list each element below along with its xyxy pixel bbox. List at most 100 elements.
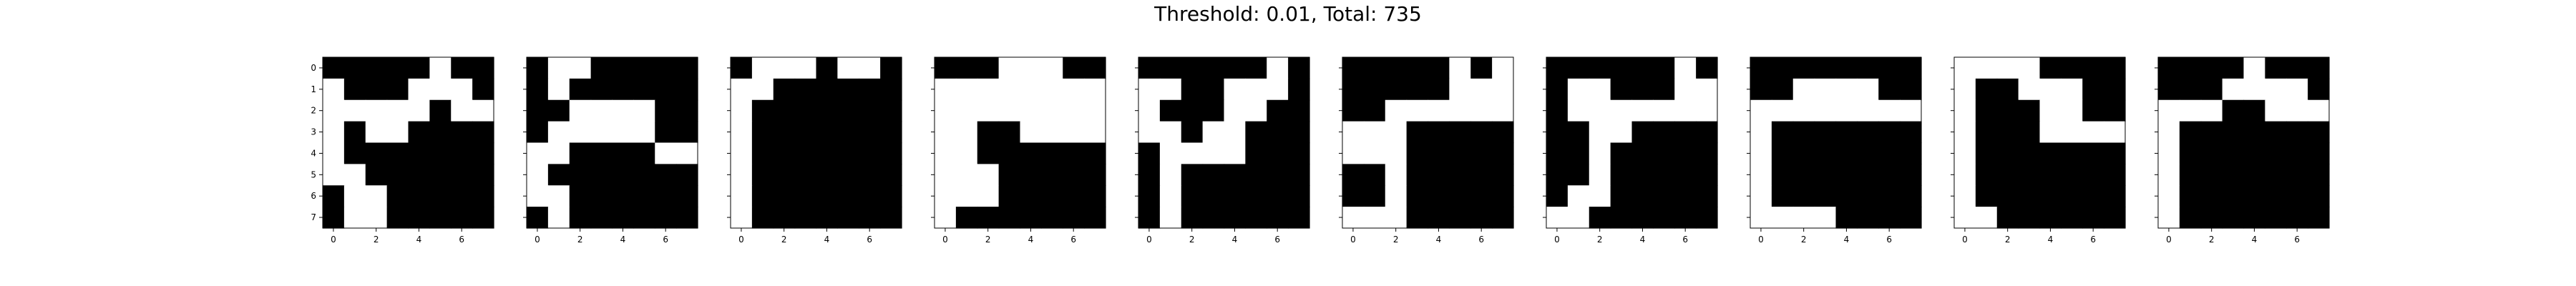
heatmap-cell (1674, 185, 1697, 207)
heatmap-cell (1449, 142, 1471, 164)
heatmap-cell (1814, 99, 1837, 122)
heatmap-cell (1835, 185, 1858, 207)
heatmap-cell (1084, 185, 1106, 207)
heatmap-cell (2179, 121, 2202, 144)
heatmap-cell (1363, 142, 1386, 164)
heatmap-cell (1996, 142, 2019, 164)
heatmap-cell (1814, 57, 1837, 79)
heatmap-cell (1041, 185, 1063, 207)
heatmap-cell (472, 164, 494, 186)
heatmap-cell (837, 142, 859, 164)
heatmap-cell (323, 99, 345, 122)
heatmap-cell (2222, 78, 2245, 101)
heatmap-cell (1696, 185, 1718, 207)
x-tick-label: 2 (374, 235, 379, 245)
heatmap-cell (1835, 207, 1858, 229)
heatmap-cell (2104, 57, 2126, 79)
heatmap-cell (1406, 78, 1429, 101)
heatmap-cell (2308, 121, 2330, 144)
heatmap-cell (859, 164, 881, 186)
heatmap-cell (955, 142, 978, 164)
heatmap-cell (977, 99, 1000, 122)
heatmap-cell (569, 142, 592, 164)
heatmap-cell (429, 207, 452, 229)
heatmap-cell (1792, 142, 1815, 164)
heatmap-cell (612, 57, 634, 79)
heatmap-cell (676, 164, 698, 186)
heatmap-cell (1653, 78, 1675, 101)
heatmap-cell (527, 164, 549, 186)
x-tick-label: 6 (2090, 235, 2096, 245)
heatmap-cell (1750, 78, 1772, 101)
heatmap-cell (880, 78, 902, 101)
heatmap-cell (1181, 185, 1204, 207)
heatmap-cell (731, 164, 753, 186)
heatmap-cell (1224, 164, 1246, 186)
heatmap-cell (1546, 57, 1568, 79)
heatmap-cell (1041, 207, 1063, 229)
heatmap-cell (935, 207, 957, 229)
heatmap-cell (977, 142, 1000, 164)
heatmap-cell (1224, 142, 1246, 164)
x-tick-label: 4 (1640, 235, 1646, 245)
heatmap-cell (1063, 185, 1085, 207)
heatmap-cell (2308, 142, 2330, 164)
heatmap-cell (1385, 164, 1407, 186)
heatmap-cell (365, 185, 388, 207)
heatmap-cell (1202, 57, 1225, 79)
heatmap-cell (1084, 164, 1106, 186)
heatmap-cell (1470, 99, 1493, 122)
x-tick-label: 6 (663, 235, 668, 245)
heatmap-cell (1610, 142, 1633, 164)
heatmap-cell (2018, 99, 2041, 122)
heatmap-cell (365, 164, 388, 186)
heatmap-cell (1224, 207, 1246, 229)
heatmap-cell (2308, 99, 2330, 122)
heatmap-cell (998, 207, 1021, 229)
heatmap-cell (1245, 185, 1267, 207)
heatmap-cell (1878, 121, 1901, 144)
heatmap-cell (731, 207, 753, 229)
heatmap-cell (323, 185, 345, 207)
heatmap-panel-5: 0 2 4 6 (1135, 56, 1310, 245)
heatmap-cell (935, 185, 957, 207)
panel-frame (1750, 56, 1922, 229)
heatmap-cell (612, 99, 634, 122)
heatmap-cell (1267, 121, 1289, 144)
heatmap-cell (1696, 142, 1718, 164)
heatmap-cell (1385, 121, 1407, 144)
heatmap-cell (2039, 78, 2062, 101)
heatmap-cell (1385, 57, 1407, 79)
heatmap-cell (547, 78, 570, 101)
heatmap-cell (2158, 164, 2180, 186)
heatmap-cell (1138, 185, 1161, 207)
heatmap-cell (1159, 185, 1182, 207)
heatmap-cell (2200, 78, 2223, 101)
heatmap-cell (1814, 142, 1837, 164)
heatmap-cell (1406, 185, 1429, 207)
heatmap-cell (343, 207, 366, 229)
heatmap-cell (1449, 78, 1471, 101)
heatmap-cell (1363, 185, 1386, 207)
heatmap-cell (880, 99, 902, 122)
heatmap-cell (859, 185, 881, 207)
heatmap-cell (2082, 78, 2104, 101)
heatmap-cell (2158, 207, 2180, 229)
heatmap-cell (1492, 185, 1514, 207)
heatmap-cell (1546, 164, 1568, 186)
heatmap-cell (1245, 121, 1267, 144)
heatmap-cell (1975, 57, 1998, 79)
heatmap-cell (2265, 164, 2287, 186)
heatmap-cell (1041, 164, 1063, 186)
heatmap-cell (1954, 164, 1976, 186)
heatmap-cell (1385, 142, 1407, 164)
heatmap-cell (1610, 207, 1633, 229)
heatmap-cell (1878, 142, 1901, 164)
heatmap-cell (816, 185, 838, 207)
heatmap-cell (1610, 78, 1633, 101)
heatmap-cell (1975, 207, 1998, 229)
heatmap-cell (569, 185, 592, 207)
heatmap-cell (1674, 99, 1697, 122)
heatmap-cell (323, 121, 345, 144)
heatmap-cell (1696, 164, 1718, 186)
